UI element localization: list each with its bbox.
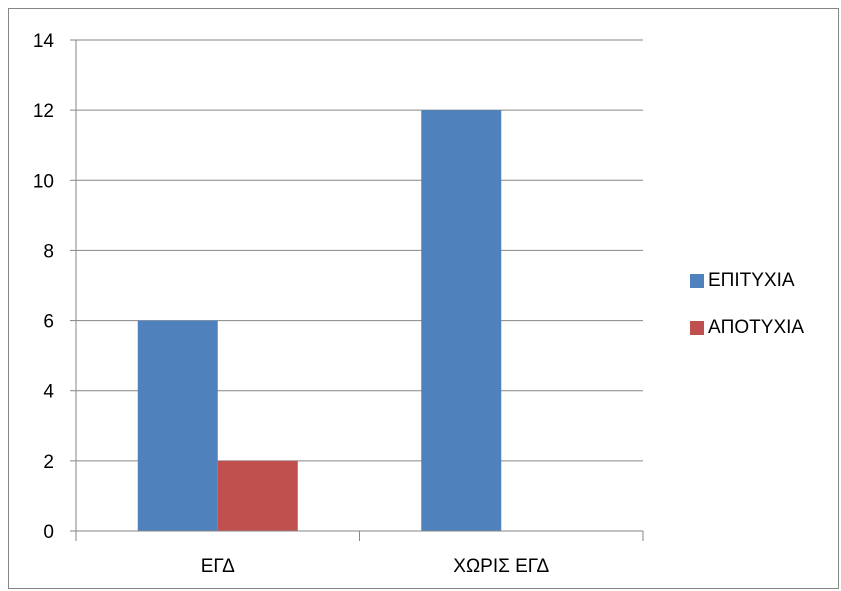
y-tick-label-0: 0 — [43, 522, 54, 543]
axes — [70, 39, 644, 541]
legend-item-success: ΕΠΙΤΥΧΙΑ — [690, 270, 795, 292]
y-tick-label-12: 12 — [33, 101, 54, 122]
y-tick-label-14: 14 — [33, 31, 55, 52]
y-tick-label-4: 4 — [43, 382, 54, 403]
bar-ΑΠΟΤΥΧΙΑ-ΕΓΔ — [217, 460, 298, 531]
y-tick-label-8: 8 — [43, 241, 54, 262]
y-tick-label-2: 2 — [43, 452, 54, 473]
y-tick-labels: 0 2 4 6 8 10 12 14 — [33, 31, 55, 543]
legend-label-failure: ΑΠΟΤΥΧΙΑ — [708, 317, 805, 338]
legend-label-success: ΕΠΙΤΥΧΙΑ — [708, 270, 795, 291]
bar-ΕΠΙΤΥΧΙΑ-ΧΩΡΙΣ ΕΓΔ — [421, 110, 502, 532]
x-tick-labels: ΕΓΔ ΧΩΡΙΣ ΕΓΔ — [201, 556, 550, 577]
x-tick-label-1: ΧΩΡΙΣ ΕΓΔ — [453, 556, 549, 577]
bar-ΕΠΙΤΥΧΙΑ-ΕΓΔ — [137, 320, 218, 531]
y-tick-label-6: 6 — [43, 312, 54, 333]
x-tick-label-0: ΕΓΔ — [201, 556, 235, 577]
legend-item-failure: ΑΠΟΤΥΧΙΑ — [690, 317, 804, 339]
legend-swatch-failure — [690, 321, 704, 335]
y-tick-label-10: 10 — [33, 171, 54, 192]
legend-swatch-success — [690, 274, 704, 288]
bars — [137, 110, 502, 532]
